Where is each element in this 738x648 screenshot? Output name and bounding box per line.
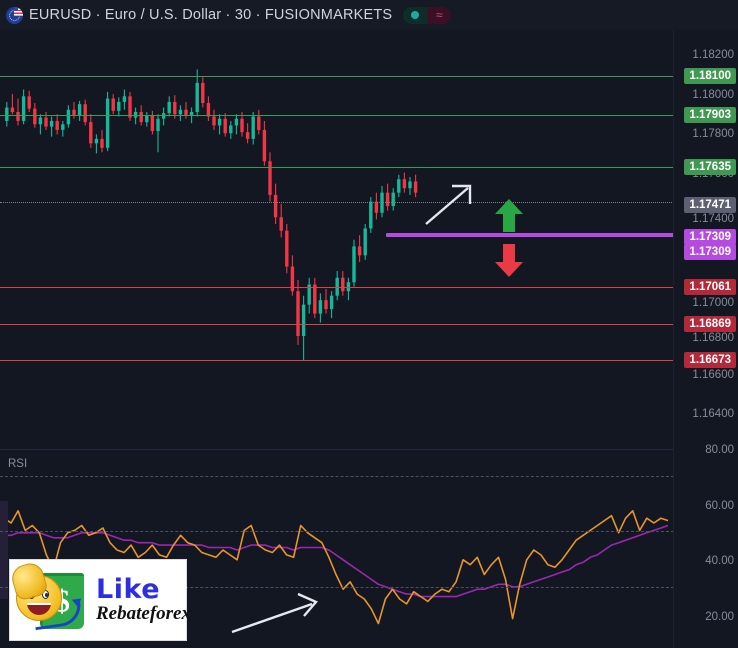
candlestick-series bbox=[5, 69, 418, 361]
thumbs-up-smiley-money-icon: $ bbox=[8, 560, 92, 635]
eu-us-flag-icon bbox=[6, 6, 23, 24]
axis-separator bbox=[673, 30, 674, 648]
rsi-series bbox=[3, 509, 669, 625]
axis-label: 1.16800 bbox=[692, 332, 734, 344]
rsi-axis-label: 40.00 bbox=[705, 555, 734, 567]
status-indicators: ≈ bbox=[403, 6, 452, 24]
axis-label: 1.18000 bbox=[692, 89, 734, 101]
rsi-axis-label: 20.00 bbox=[705, 611, 734, 623]
axis-price-badge[interactable]: 1.17061 bbox=[684, 279, 736, 295]
axis-label: 1.16600 bbox=[692, 369, 734, 381]
support-line-1.16869[interactable] bbox=[0, 324, 674, 325]
axis-label: 1.17400 bbox=[692, 213, 734, 225]
green-up-arrow-icon bbox=[495, 199, 523, 232]
market-open-dot-icon[interactable] bbox=[403, 6, 428, 24]
axis-price-badge[interactable]: 1.17471 bbox=[684, 197, 736, 213]
support-line-1.17061[interactable] bbox=[0, 287, 674, 288]
white-rising-trend-arrow-icon bbox=[231, 592, 318, 634]
resistance-line-1.17635[interactable] bbox=[0, 167, 674, 168]
axis-price-badge[interactable]: 1.18100 bbox=[684, 68, 736, 84]
white-diagonal-up-arrow-icon bbox=[425, 184, 472, 225]
price-axis[interactable]: 1.182001.180001.178001.176001.174001.170… bbox=[674, 30, 738, 648]
axis-label: 1.17800 bbox=[692, 128, 734, 140]
rsi-axis-label: 60.00 bbox=[705, 500, 734, 512]
symbol-title[interactable]: EURUSD · Euro / U.S. Dollar · 30 · FUSIO… bbox=[29, 7, 393, 23]
rsi-gridline-50 bbox=[0, 531, 674, 532]
rsi-axis-label: 80.00 bbox=[705, 444, 734, 456]
rsi-gridline-70 bbox=[0, 476, 674, 477]
watermark-like-text: Like bbox=[96, 574, 161, 606]
watermark-brand-text: Rebateforex bbox=[96, 603, 191, 625]
resistance-line-1.18100[interactable] bbox=[0, 76, 674, 77]
axis-label: 1.18200 bbox=[692, 49, 734, 61]
support-line-1.16673[interactable] bbox=[0, 360, 674, 361]
resistance-line-1.17903[interactable] bbox=[0, 115, 674, 116]
axis-price-badge[interactable]: 1.17635 bbox=[684, 159, 736, 175]
axis-price-badge[interactable]: 1.16869 bbox=[684, 316, 736, 332]
current-price-dotted-line bbox=[0, 202, 674, 203]
axis-price-badge[interactable]: 1.17903 bbox=[684, 107, 736, 123]
replay-tilde-icon[interactable]: ≈ bbox=[427, 6, 452, 24]
rebateforex-watermark: $ Like Rebateforex bbox=[8, 559, 191, 641]
pane-divider bbox=[0, 449, 674, 450]
watermark-text: Like Rebateforex bbox=[96, 576, 191, 624]
rsi-indicator-pane[interactable] bbox=[0, 452, 674, 648]
rsi-pane-title: RSI bbox=[8, 458, 28, 470]
rsi-range-band bbox=[0, 501, 8, 599]
axis-price-badge[interactable]: 1.17309 bbox=[684, 229, 736, 245]
price-chart-pane[interactable] bbox=[0, 30, 674, 448]
chart-header: EURUSD · Euro / U.S. Dollar · 30 · FUSIO… bbox=[0, 0, 738, 30]
red-down-arrow-icon bbox=[495, 244, 523, 277]
rsi-gridline-30 bbox=[0, 587, 674, 588]
axis-price-badge[interactable]: 1.17309 bbox=[684, 244, 736, 260]
axis-label: 1.17000 bbox=[692, 297, 734, 309]
axis-price-badge[interactable]: 1.16673 bbox=[684, 352, 736, 368]
axis-label: 1.16400 bbox=[692, 408, 734, 420]
purple-level-line-1.17309[interactable] bbox=[386, 233, 674, 237]
